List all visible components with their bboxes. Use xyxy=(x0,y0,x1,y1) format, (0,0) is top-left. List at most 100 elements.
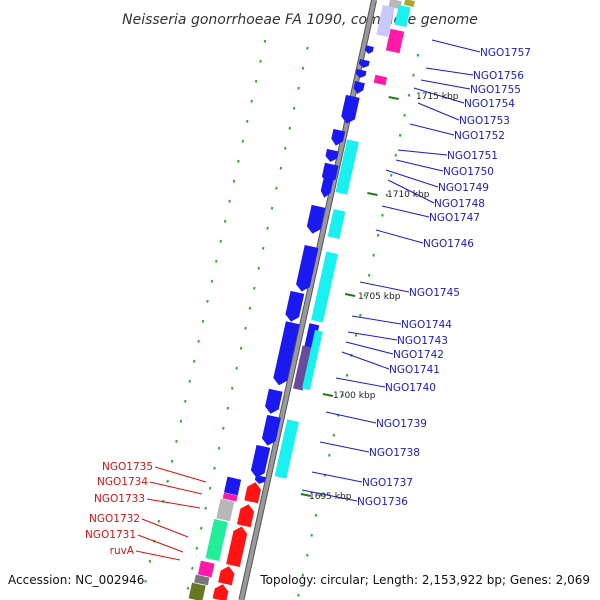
map-title: Neisseria gonorrhoeae FA 1090, complete … xyxy=(122,12,478,28)
label-connector xyxy=(149,481,203,495)
gene-label: NGO1740 xyxy=(385,382,436,394)
guide-dot xyxy=(367,273,371,277)
guide-dot xyxy=(144,579,147,583)
guide-dot xyxy=(257,266,261,270)
cds-forward-arrow xyxy=(325,148,339,162)
guide-dot xyxy=(239,346,243,350)
kbp-tick xyxy=(322,393,334,397)
gene-label: NGO1746 xyxy=(423,238,474,250)
cds-forward-block xyxy=(224,476,242,496)
label-connector xyxy=(417,102,460,121)
guide-dot xyxy=(259,59,262,63)
guide-dot xyxy=(230,386,234,390)
guide-dot xyxy=(376,233,380,237)
label-connector xyxy=(146,498,201,509)
guide-dot xyxy=(226,406,230,410)
guide-dot xyxy=(263,39,267,43)
gene-label: NGO1755 xyxy=(470,84,521,96)
kbp-label: 1700 kbp xyxy=(333,391,376,401)
guide-dot xyxy=(210,279,214,283)
cds-forward-arrow xyxy=(273,321,300,386)
guide-dot xyxy=(328,453,331,457)
label-connector xyxy=(347,331,398,341)
gene-labels-left: NGO1735 NGO1734 NGO1733 NGO1732 NGO1731 … xyxy=(85,461,153,557)
guide-dot xyxy=(292,106,296,110)
guide-dot xyxy=(284,146,287,150)
guide-dot xyxy=(412,73,415,77)
guide-dot xyxy=(199,526,203,530)
cds-forward-arrow xyxy=(261,414,281,446)
cog-block-darkgrey xyxy=(194,574,210,586)
guide-dot xyxy=(222,426,225,430)
cds-forward-arrow xyxy=(358,59,370,68)
gene-label: NGO1731 xyxy=(85,529,136,541)
cds-forward-arrow xyxy=(265,388,283,414)
gene-label: NGO1747 xyxy=(429,212,480,224)
guide-dot xyxy=(301,573,305,577)
cds-forward-arrow xyxy=(364,45,374,54)
guide-dot xyxy=(201,319,205,323)
cds-forward-arrow xyxy=(353,81,365,94)
guide-dot xyxy=(254,79,258,83)
guide-dot xyxy=(279,166,283,170)
gene-label: NGO1738 xyxy=(369,447,420,459)
gene-label: NGO1744 xyxy=(401,319,452,331)
label-connector xyxy=(359,281,410,293)
guide-dot xyxy=(394,153,398,157)
guide-dot xyxy=(250,99,253,103)
cog-block-cyan xyxy=(274,419,299,479)
feature-track xyxy=(188,0,415,600)
label-connector xyxy=(381,205,430,218)
cds-forward-block xyxy=(304,323,320,349)
label-connector xyxy=(345,341,394,355)
genome-summary-text: Topology: circular; Length: 2,153,922 bp… xyxy=(260,573,590,587)
cds-forward-arrow xyxy=(321,162,339,184)
cds-reverse-arrow xyxy=(236,504,255,528)
guide-dot xyxy=(208,486,212,490)
cog-block-lavender xyxy=(376,5,395,37)
guide-dot xyxy=(157,519,161,523)
guide-dot xyxy=(301,66,305,70)
label-connectors xyxy=(135,39,481,561)
guide-dot xyxy=(332,433,336,437)
guide-dot xyxy=(232,179,236,183)
label-connector xyxy=(141,518,189,538)
label-connector xyxy=(395,159,444,172)
kbp-label: 1715 kbp xyxy=(416,92,459,102)
guide-dot xyxy=(275,186,278,190)
guide-dot xyxy=(310,533,313,537)
cog-block-grey xyxy=(216,498,235,522)
guide-dot xyxy=(170,459,174,463)
label-connector xyxy=(311,471,363,483)
cds-reverse-arrow xyxy=(226,526,248,568)
guide-dot xyxy=(219,239,222,243)
label-connector xyxy=(425,67,474,76)
guide-dot xyxy=(314,513,318,517)
label-connector xyxy=(420,79,471,90)
gene-label: NGO1754 xyxy=(464,98,515,110)
cog-block-cyan xyxy=(302,329,323,391)
dotted-guide-lines xyxy=(144,39,420,597)
cog-block-purple xyxy=(293,345,313,391)
cds-forward-arrow xyxy=(306,204,326,234)
guide-dot xyxy=(319,493,322,497)
guide-dot xyxy=(261,246,265,250)
guide-dot xyxy=(354,333,358,337)
gene-label: NGO1750 xyxy=(443,166,494,178)
cds-forward-arrow xyxy=(254,475,266,484)
guide-dot xyxy=(407,93,411,97)
guide-dot xyxy=(381,213,384,217)
guide-dot xyxy=(235,366,238,370)
guide-dot xyxy=(188,379,192,383)
cds-reverse-arrow xyxy=(212,584,229,600)
cog-block-magenta xyxy=(373,74,388,86)
guide-dot xyxy=(306,46,309,50)
guide-dot xyxy=(248,306,252,310)
cog-block-cyan xyxy=(327,209,346,239)
accession-text: Accession: NC_002946 xyxy=(8,573,145,587)
guide-dot xyxy=(206,299,209,303)
gene-label: NGO1742 xyxy=(393,349,444,361)
gene-label: NGO1756 xyxy=(473,70,524,82)
guide-dot xyxy=(175,439,178,443)
